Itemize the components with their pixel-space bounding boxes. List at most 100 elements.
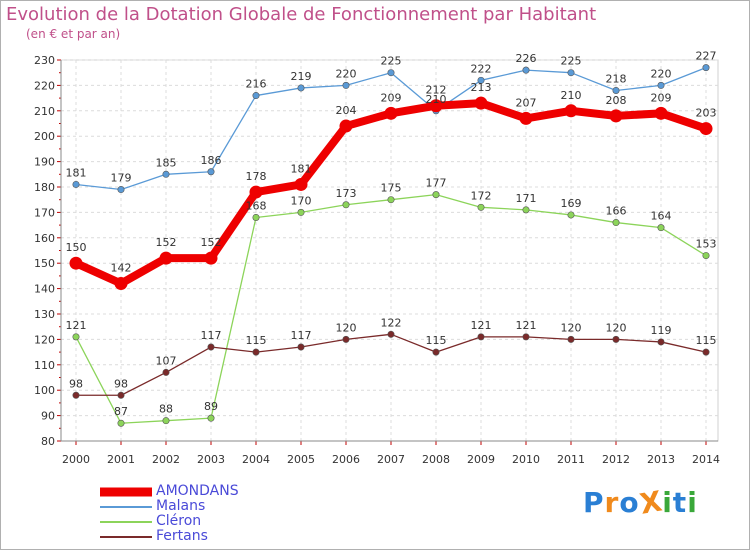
- data-label-malans: 210: [426, 93, 447, 106]
- data-point-cleron: [567, 211, 575, 219]
- data-point-fertans: [702, 348, 710, 356]
- data-label-amondans: 178: [246, 170, 267, 183]
- data-label-cleron: 166: [606, 205, 627, 218]
- data-point-cleron: [432, 191, 440, 199]
- data-point-cleron: [702, 252, 710, 260]
- data-point-malans: [522, 66, 530, 74]
- y-tick-label: 200: [34, 130, 55, 143]
- data-point-malans: [342, 81, 350, 89]
- data-label-malans: 220: [336, 67, 357, 80]
- chart-subtitle: (en € et par an): [26, 27, 121, 41]
- data-label-amondans: 152: [156, 236, 177, 249]
- data-label-malans: 216: [246, 78, 267, 91]
- data-point-amondans: [699, 122, 713, 136]
- y-tick-label: 150: [34, 257, 55, 270]
- legend-item: AMONDANS: [100, 483, 300, 499]
- x-tick-label: 2000: [62, 453, 90, 466]
- y-tick-label: 210: [34, 105, 55, 118]
- legend-swatch: [100, 520, 152, 523]
- data-point-malans: [567, 69, 575, 77]
- x-tick-label: 2010: [512, 453, 540, 466]
- data-point-fertans: [567, 335, 575, 343]
- data-label-malans: 181: [66, 166, 87, 179]
- data-label-fertans: 117: [291, 329, 312, 342]
- data-label-cleron: 169: [561, 197, 582, 210]
- data-point-malans: [117, 186, 125, 194]
- x-tick-label: 2007: [377, 453, 405, 466]
- data-point-fertans: [252, 348, 260, 356]
- y-tick-label: 80: [41, 435, 55, 448]
- data-point-amondans: [294, 177, 308, 191]
- data-label-malans: 185: [156, 156, 177, 169]
- data-label-malans: 219: [291, 70, 312, 83]
- legend-item: Cléron: [100, 513, 300, 529]
- data-point-malans: [477, 76, 485, 84]
- data-point-cleron: [207, 414, 215, 422]
- x-tick-label: 2003: [197, 453, 225, 466]
- data-point-cleron: [657, 224, 665, 232]
- data-point-malans: [162, 170, 170, 178]
- legend-swatch: [100, 487, 152, 496]
- data-label-amondans: 142: [111, 262, 132, 275]
- data-label-fertans: 122: [381, 316, 402, 329]
- x-tick-label: 2009: [467, 453, 495, 466]
- data-label-malans: 227: [696, 50, 717, 63]
- gridlines: [60, 59, 719, 442]
- y-tick-label: 230: [34, 54, 55, 67]
- data-point-amondans: [609, 109, 623, 123]
- data-label-fertans: 119: [651, 324, 672, 337]
- data-point-cleron: [612, 219, 620, 227]
- data-point-cleron: [72, 333, 80, 341]
- data-labels: 181 179 185 186 216 219 220 225 210 222 226 225 218 2…: [66, 50, 717, 419]
- data-point-amondans: [519, 111, 533, 125]
- data-label-cleron: 89: [204, 400, 218, 413]
- data-label-cleron: 88: [159, 403, 173, 416]
- data-label-fertans: 115: [246, 334, 267, 347]
- y-tick-label: 140: [34, 283, 55, 296]
- data-point-malans: [297, 84, 305, 92]
- data-label-cleron: 177: [426, 177, 447, 190]
- y-tick-label: 130: [34, 308, 55, 321]
- legend-label: AMONDANS: [156, 483, 239, 499]
- data-label-amondans: 150: [66, 241, 87, 254]
- data-label-malans: 225: [561, 55, 582, 68]
- x-tick-label: 2004: [242, 453, 270, 466]
- data-point-amondans: [69, 256, 83, 270]
- y-tick-label: 170: [34, 206, 55, 219]
- data-label-amondans: 152: [201, 236, 222, 249]
- y-tick-label: 90: [41, 410, 55, 423]
- data-label-cleron: 121: [66, 319, 87, 332]
- data-point-malans: [612, 86, 620, 94]
- x-tick-label: 2013: [647, 453, 675, 466]
- data-label-malans: 179: [111, 172, 132, 185]
- data-label-fertans: 107: [156, 354, 177, 367]
- data-label-fertans: 98: [114, 377, 128, 390]
- data-label-amondans: 213: [471, 81, 492, 94]
- data-label-amondans: 210: [561, 89, 582, 102]
- x-tick-label: 2014: [692, 453, 720, 466]
- data-point-fertans: [657, 338, 665, 346]
- data-point-amondans: [159, 251, 173, 265]
- data-point-malans: [207, 168, 215, 176]
- data-point-amondans: [564, 104, 578, 118]
- legend-label: Malans: [156, 498, 206, 514]
- data-label-cleron: 175: [381, 182, 402, 195]
- x-tick-label: 2011: [557, 453, 585, 466]
- data-label-cleron: 153: [696, 238, 717, 251]
- data-point-cleron: [342, 201, 350, 209]
- data-label-amondans: 181: [291, 162, 312, 175]
- y-tick-label: 120: [34, 333, 55, 346]
- data-label-fertans: 121: [516, 319, 537, 332]
- data-label-fertans: 115: [696, 334, 717, 347]
- legend-label: Cléron: [156, 513, 202, 529]
- data-label-cleron: 164: [651, 210, 672, 223]
- data-point-amondans: [384, 106, 398, 120]
- y-tick-label: 160: [34, 232, 55, 245]
- series-lines: [69, 64, 713, 427]
- data-point-amondans: [114, 277, 128, 291]
- data-label-cleron: 171: [516, 192, 537, 205]
- data-point-amondans: [204, 251, 218, 265]
- y-tick-label: 110: [34, 359, 55, 372]
